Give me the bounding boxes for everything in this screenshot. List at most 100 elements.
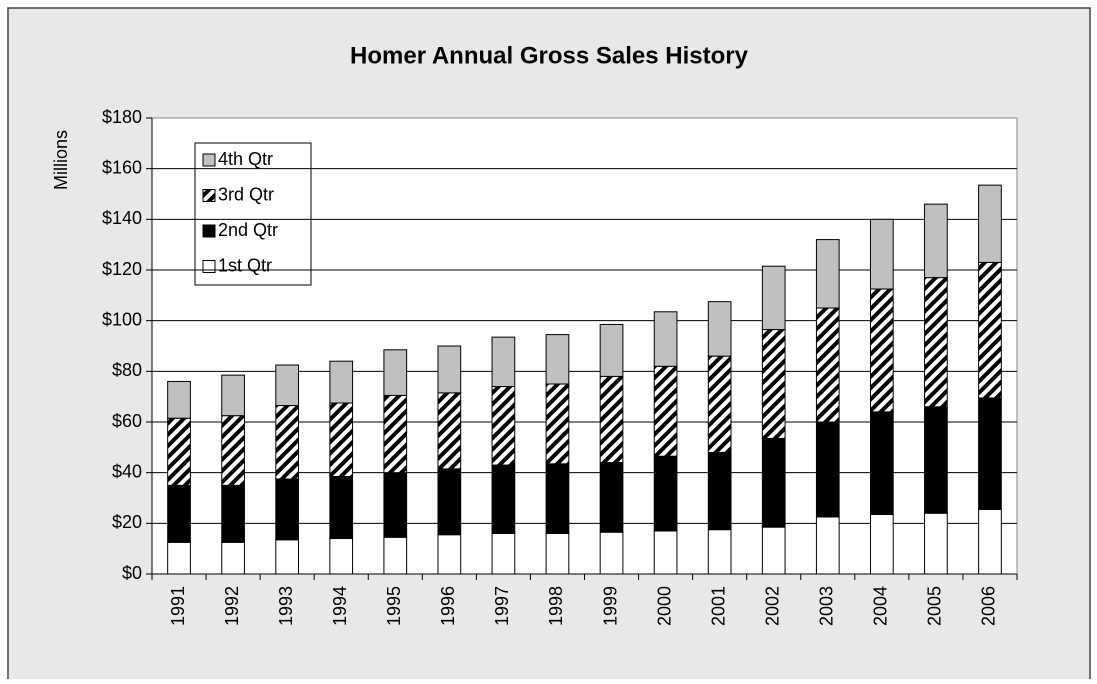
bar-segment <box>545 334 570 385</box>
bar-segment <box>869 411 894 515</box>
bar-segment <box>707 529 732 575</box>
bar-segment <box>707 301 732 357</box>
bar-segment <box>653 311 678 367</box>
legend-swatch <box>202 224 216 238</box>
bar-segment <box>329 538 354 575</box>
bar-segment <box>437 468 462 536</box>
bar-segment <box>167 484 191 543</box>
bar-segment <box>329 475 354 540</box>
bar-segment <box>599 531 624 575</box>
bar-segment <box>545 383 570 465</box>
y-tick-label: $0 <box>122 563 142 583</box>
x-tick-label: 1993 <box>276 586 296 626</box>
legend-swatch <box>202 189 216 202</box>
x-tick-label: 1996 <box>438 586 458 626</box>
bar-segment <box>761 329 786 439</box>
y-axis-label: Millions <box>51 130 71 190</box>
bar-segment <box>275 364 300 407</box>
legend-label: 2nd Qtr <box>218 220 278 240</box>
bar-segment <box>491 532 516 575</box>
bar-segment <box>221 415 245 486</box>
legend-swatch <box>202 153 216 167</box>
bar-segment <box>221 484 245 543</box>
bar-segment <box>275 478 300 541</box>
x-tick-label: 2002 <box>762 586 782 626</box>
y-tick-label: $60 <box>112 411 142 431</box>
bar-segment <box>653 365 678 457</box>
legend-label: 4th Qtr <box>218 149 273 169</box>
bar-segment <box>545 532 570 575</box>
bar-segment <box>545 463 570 534</box>
y-tick-label: $180 <box>102 107 142 127</box>
bar-segment <box>815 516 840 575</box>
bar-segment <box>383 472 408 538</box>
bar-segment <box>275 405 300 480</box>
x-tick-label: 1994 <box>330 586 350 626</box>
x-tick-label: 2005 <box>925 586 945 626</box>
bar-segment <box>707 355 732 453</box>
y-tick-label: $80 <box>112 360 142 380</box>
bar-segment <box>383 536 408 575</box>
bar-segment <box>437 392 462 470</box>
bar-segment <box>815 421 840 518</box>
bar-segment <box>491 336 516 388</box>
bar-segment <box>599 375 624 464</box>
bar-segment <box>167 417 191 486</box>
bar-segment <box>599 462 624 533</box>
bar-segment <box>815 307 840 423</box>
legend: 4th Qtr 3rd Qtr 2nd Qtr 1st Qtr <box>194 142 312 286</box>
bar-segment <box>924 203 948 279</box>
x-tick-label: 2006 <box>979 586 999 626</box>
x-tick-label: 1995 <box>384 586 404 626</box>
bar-segment <box>761 526 786 575</box>
bar-segment <box>924 512 948 575</box>
bar-segment <box>761 437 786 528</box>
bar-segment <box>707 451 732 531</box>
bar-segment <box>167 541 191 575</box>
x-tick-label: 2004 <box>871 586 891 626</box>
y-tick-label: $20 <box>112 512 142 532</box>
x-tick-label: 2001 <box>708 586 728 626</box>
x-tick-label: 2003 <box>817 586 837 626</box>
bar-segment <box>221 374 245 417</box>
bar-segment <box>221 541 245 575</box>
bar-segment <box>978 184 1002 263</box>
bar-segment <box>869 288 894 413</box>
y-tick-label: $100 <box>102 309 142 329</box>
y-tick-label: $140 <box>102 208 142 228</box>
bar-segment <box>383 349 408 396</box>
bar-segment <box>437 345 462 394</box>
chart-title: Homer Annual Gross Sales History <box>350 42 749 69</box>
x-tick-label: 1992 <box>222 586 242 626</box>
bar-segment <box>329 360 354 404</box>
y-tick-label: $120 <box>102 259 142 279</box>
bar-segment <box>761 265 786 331</box>
x-tick-label: 1998 <box>546 586 566 626</box>
bar-segment <box>653 530 678 575</box>
bar-segment <box>491 464 516 534</box>
legend-swatch <box>202 260 216 273</box>
bar-segment <box>978 397 1002 510</box>
y-tick-label: $40 <box>112 461 142 481</box>
bar-segment <box>924 406 948 514</box>
bar-segment <box>599 323 624 377</box>
bar-segment <box>491 386 516 466</box>
bar-segment <box>869 218 894 290</box>
bar-segment <box>329 402 354 477</box>
y-tick-label: $160 <box>102 157 142 177</box>
x-tick-label: 1999 <box>600 586 620 626</box>
legend-label: 1st Qtr <box>218 255 272 275</box>
x-tick-label: 1991 <box>168 586 188 626</box>
bar-segment <box>653 455 678 532</box>
bar-segment <box>167 380 191 419</box>
bar-segment <box>275 539 300 575</box>
bar-segment <box>437 534 462 575</box>
bar-segment <box>815 239 840 309</box>
bar-segment <box>869 513 894 575</box>
bar-segment <box>383 394 408 474</box>
bar-segment <box>978 508 1002 575</box>
bar-segment <box>978 261 1002 399</box>
x-tick-label: 2000 <box>654 586 674 626</box>
x-tick-label: 1997 <box>492 586 512 626</box>
